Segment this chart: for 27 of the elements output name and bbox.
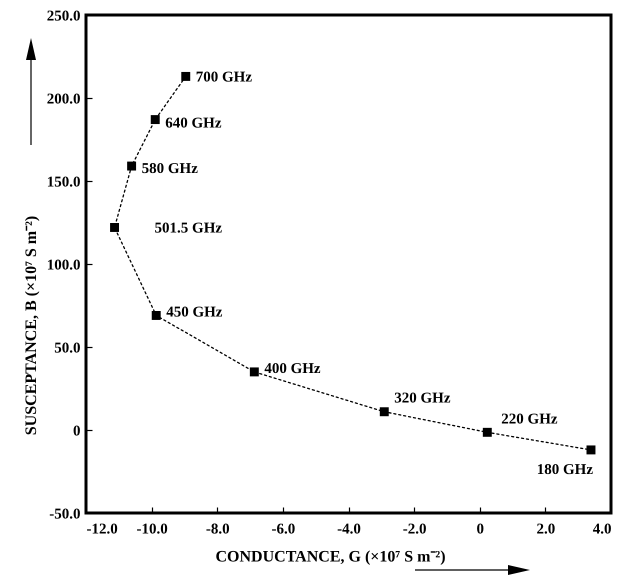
x-tick-label: -8.0 <box>206 522 230 538</box>
y-tick-label: 200.0 <box>46 92 80 108</box>
x-tick-label: -12.0 <box>86 522 118 538</box>
x-tick-label: -4.0 <box>337 522 361 538</box>
y-tick-label: 250.0 <box>46 8 80 24</box>
y-axis-title: SUSCEPTANCE, B (×10⁷ S m⁻²) <box>22 216 40 436</box>
y-tick-label: 0 <box>73 424 80 440</box>
x-tick-label: 2.0 <box>536 522 556 538</box>
annotation: 450 GHz <box>166 304 223 320</box>
annotation: 320 GHz <box>394 390 451 407</box>
x-tick-label: 0 <box>476 522 484 538</box>
annotation: 580 GHz <box>142 161 198 178</box>
x-tick-label: 4.0 <box>592 522 612 538</box>
y-tick-label: 100.0 <box>46 258 80 274</box>
annotation: 700 GHz <box>196 69 252 86</box>
annotation: 640 GHz <box>165 116 222 132</box>
x-tick-label: -10.0 <box>136 522 168 538</box>
annotation: 220 GHz <box>501 411 558 428</box>
annotation: 180 GHz <box>536 462 594 478</box>
x-tick-label: -2.0 <box>402 522 426 538</box>
x-tick-label: -6.0 <box>272 522 296 538</box>
annotation: 400 GHz <box>264 360 321 377</box>
y-tick-label: 50.0 <box>54 340 80 356</box>
y-tick-label: -50.0 <box>49 506 80 522</box>
annotation: 501.5 GHz <box>154 220 222 236</box>
y-tick-label: 150.0 <box>46 174 80 190</box>
x-axis-title: CONDUCTANCE, G (×10⁷ S m⁻²) <box>215 548 446 566</box>
